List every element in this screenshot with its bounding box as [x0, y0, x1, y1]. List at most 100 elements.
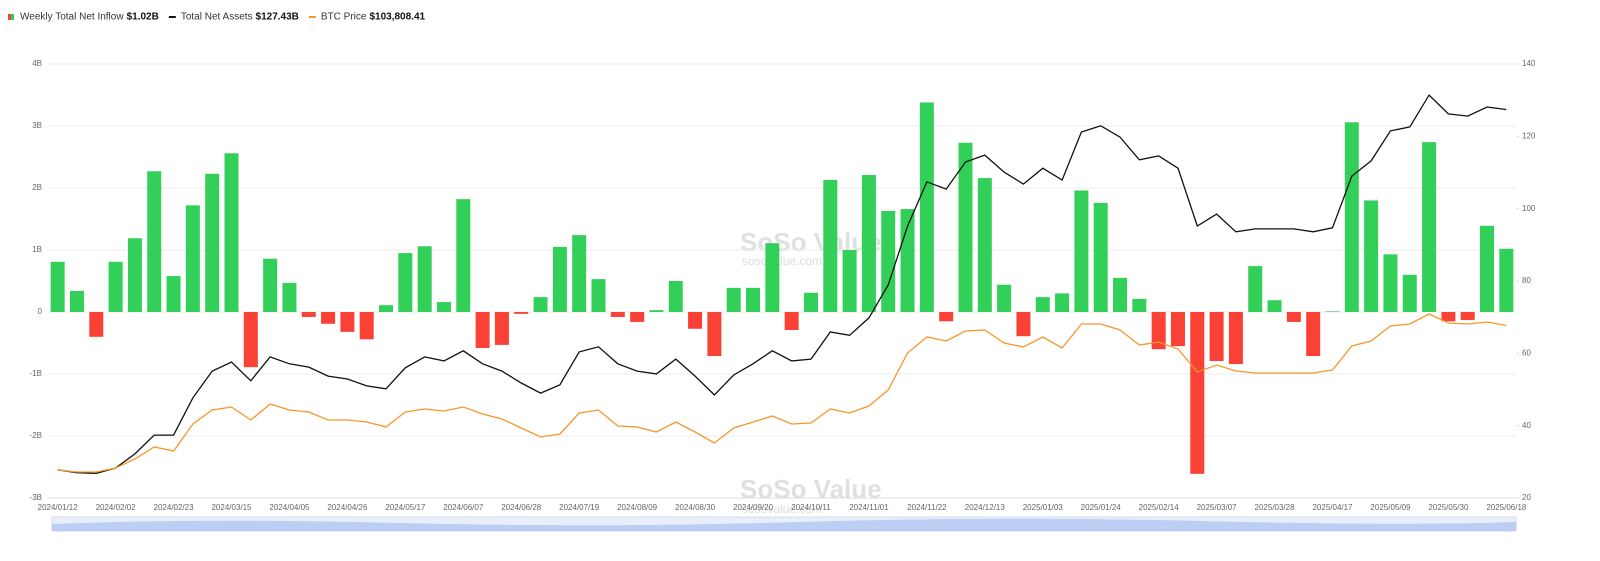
- bar: [321, 312, 336, 324]
- watermark: SoSo Value: [740, 474, 882, 504]
- y-tick-label: -3B: [30, 493, 42, 502]
- legend-item[interactable]: Total Net Assets $127.43B: [168, 12, 299, 23]
- bar: [591, 279, 606, 312]
- bar: [1286, 312, 1301, 322]
- x-tick-label: 2024/04/05: [269, 503, 310, 512]
- bar: [1151, 312, 1166, 350]
- y-tick-label: 1B: [32, 245, 42, 254]
- x-tick-label: 2024/08/30: [675, 503, 716, 512]
- y2-tick-label: 40: [1522, 421, 1531, 430]
- bar: [340, 312, 355, 332]
- bar: [185, 205, 200, 312]
- legend-label: BTC Price: [321, 12, 367, 23]
- bar: [475, 312, 490, 348]
- bar: [997, 284, 1012, 312]
- x-tick-label: 2024/03/15: [211, 503, 252, 512]
- bar: [939, 312, 954, 322]
- bar: [746, 287, 761, 312]
- y2-tick-label: 20: [1522, 493, 1531, 502]
- bar: [301, 312, 316, 317]
- bar: [494, 312, 509, 345]
- bar: [1383, 254, 1398, 312]
- bar: [572, 235, 587, 312]
- bar: [958, 142, 973, 312]
- slider-preview: [52, 518, 1516, 531]
- bar: [1209, 312, 1224, 361]
- bar: [1190, 312, 1205, 474]
- bar: [1113, 277, 1128, 312]
- bar: [243, 312, 258, 368]
- x-tick-label: 2024/06/28: [501, 503, 542, 512]
- x-tick-label: 2024/11/01: [849, 503, 889, 512]
- bar: [224, 153, 239, 312]
- legend-label: Total Net Assets: [181, 12, 253, 23]
- bar: [379, 305, 394, 312]
- x-tick-label: 2024/05/17: [385, 503, 426, 512]
- watermark-url: sosovalue.com: [742, 502, 822, 516]
- bar: [50, 261, 65, 312]
- legend-label: Weekly Total Net Inflow: [20, 12, 124, 23]
- bar: [1480, 225, 1495, 312]
- x-tick-label: 2024/06/07: [443, 503, 484, 512]
- y2-tick-label: 80: [1522, 276, 1531, 285]
- bar: [552, 246, 567, 312]
- bar: [1035, 297, 1050, 312]
- legend-item[interactable]: Weekly Total Net Inflow $1.02B: [8, 12, 159, 23]
- bar: [861, 174, 876, 312]
- range-slider[interactable]: [51, 516, 1517, 532]
- bar: [1364, 200, 1379, 312]
- watermark: SoSo Value: [740, 227, 882, 257]
- y-tick-label: 2B: [32, 183, 42, 192]
- legend-value: $103,808.41: [369, 12, 425, 23]
- bar: [707, 312, 722, 357]
- x-tick-label: 2025/06/18: [1486, 503, 1527, 512]
- bar: [359, 312, 374, 340]
- watermark-url: sosovalue.com: [742, 254, 822, 268]
- legend-item[interactable]: BTC Price $103,808.41: [308, 12, 426, 23]
- bar: [456, 199, 471, 312]
- y2-tick-label: 100: [1522, 204, 1536, 213]
- bar: [398, 253, 413, 312]
- bar: [1248, 266, 1263, 312]
- bar: [977, 178, 992, 312]
- legend-swatch: [11, 14, 14, 20]
- bar: [1016, 312, 1031, 337]
- y-tick-label: 3B: [32, 121, 42, 130]
- bar: [803, 292, 818, 312]
- bar: [1132, 298, 1147, 312]
- x-tick-label: 2025/02/14: [1139, 503, 1180, 512]
- bar: [610, 312, 625, 317]
- bar: [1460, 312, 1475, 321]
- bar: [1325, 311, 1340, 312]
- x-tick-label: 2025/01/03: [1023, 503, 1064, 512]
- bar: [436, 302, 451, 312]
- y-tick-label: -1B: [30, 369, 42, 378]
- x-tick-label: 2025/05/30: [1428, 503, 1469, 512]
- bar: [668, 281, 683, 312]
- x-tick-label: 2025/03/28: [1255, 503, 1296, 512]
- x-tick-label: 2024/01/12: [38, 503, 79, 512]
- y-tick-label: -2B: [30, 431, 42, 440]
- line: [57, 313, 1507, 473]
- bar: [514, 312, 529, 314]
- bar: [1441, 312, 1456, 322]
- y-tick-label: 0: [38, 307, 43, 316]
- bar: [89, 312, 104, 337]
- x-tick-label: 2024/02/02: [96, 503, 137, 512]
- x-tick-label: 2025/03/07: [1197, 503, 1238, 512]
- bar: [147, 171, 162, 312]
- line: [57, 94, 1507, 475]
- bar: [1074, 190, 1089, 312]
- bar: [726, 287, 741, 312]
- bar: [649, 310, 664, 312]
- bar: [688, 312, 703, 329]
- x-tick-label: 2024/08/09: [617, 503, 658, 512]
- x-tick-label: 2024/10/11: [791, 503, 831, 512]
- bar: [69, 290, 84, 312]
- bar: [1422, 142, 1437, 312]
- bar: [108, 261, 123, 312]
- bar: [205, 173, 220, 312]
- bar: [1306, 312, 1321, 357]
- y-tick-label: 4B: [32, 59, 42, 68]
